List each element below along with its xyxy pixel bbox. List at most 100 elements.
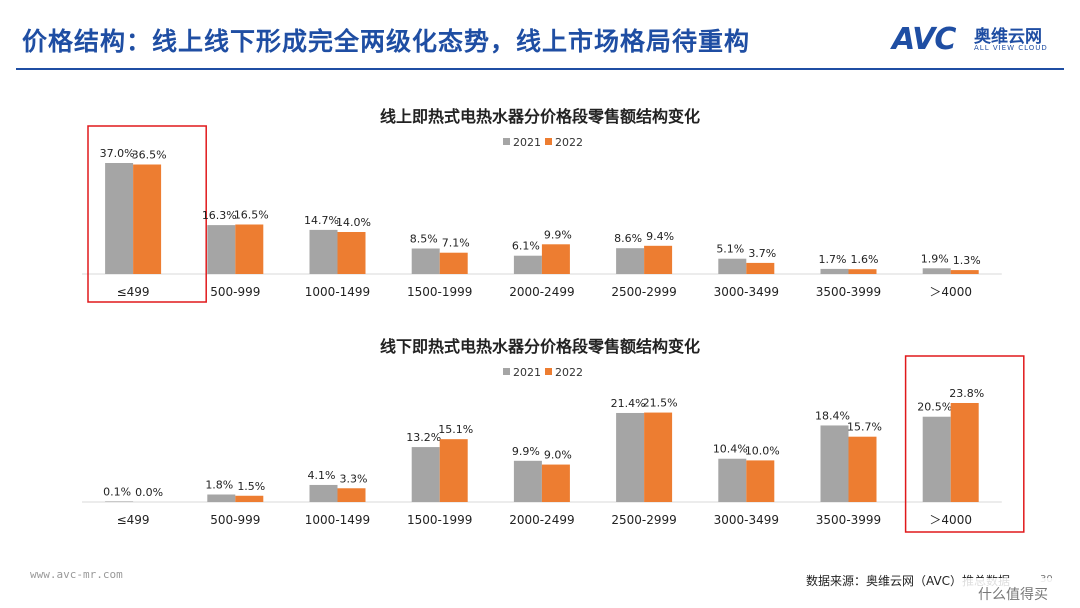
online-data-label-2021-0: 37.0% (100, 147, 135, 160)
online-bar-2021-3 (411, 248, 440, 274)
data-source-note: 数据来源：奥维云网（AVC）推总数据 (806, 574, 1011, 588)
offline-data-label-2021-8: 20.5% (917, 401, 952, 414)
online-bar-2022-7 (848, 269, 877, 274)
online-highlight-box (87, 125, 207, 303)
offline-data-label-2022-7: 15.7% (847, 421, 882, 434)
offline-highlight-box (904, 355, 1025, 533)
offline-bar-2021-6 (718, 458, 747, 502)
online-data-label-2021-7: 1.7% (819, 253, 847, 266)
offline-data-label-2022-6: 10.0% (745, 444, 780, 457)
offline-bar-2021-7 (820, 425, 849, 502)
offline-data-label-2022-0: 0.0% (135, 486, 163, 499)
online-chart-title: 线上即热式电热水器分价格段零售额结构变化 (380, 107, 700, 126)
offline-data-label-2021-0: 0.1% (103, 485, 131, 498)
offline-data-label-2022-1: 1.5% (237, 480, 265, 493)
online-bar-2022-0 (133, 164, 162, 274)
offline-bar-2022-3 (439, 439, 468, 502)
offline-bar-2022-5 (644, 412, 673, 502)
online-category-label-6: 3000-3499 (714, 285, 779, 299)
online-bar-2022-1 (235, 224, 264, 274)
logo-english-name: ALL VIEW CLOUD (974, 44, 1048, 52)
offline-bar-2021-8 (922, 416, 951, 502)
online-category-label-8: ＞4000 (929, 285, 972, 299)
online-category-label-7: 3500-3999 (816, 285, 881, 299)
corner-badge-text: 什么值得买 (978, 587, 1048, 603)
offline-category-label-3: 1500-1999 (407, 513, 472, 527)
offline-bar-2021-0 (105, 501, 134, 502)
online-legend-label-2021: 2021 (513, 136, 541, 149)
offline-bar-2021-3 (411, 447, 440, 502)
offline-bar-2022-6 (746, 460, 775, 502)
title-divider (16, 68, 1064, 70)
avc-logo: AVC 奥维云网 ALL VIEW CLOUD (892, 22, 1062, 58)
offline-data-label-2021-5: 21.4% (611, 397, 646, 410)
offline-data-label-2021-2: 4.1% (308, 469, 336, 482)
offline-data-label-2021-3: 13.2% (406, 431, 441, 444)
offline-category-label-5: 2500-2999 (611, 513, 676, 527)
footer-url: www.avc-mr.com (30, 568, 123, 581)
logo-mark: AVC (892, 22, 956, 57)
online-data-label-2022-6: 3.7% (748, 247, 776, 260)
offline-data-label-2021-1: 1.8% (205, 479, 233, 492)
offline-legend-label-2022: 2022 (555, 366, 583, 379)
online-data-label-2021-5: 8.6% (614, 232, 642, 245)
online-data-label-2022-1: 16.5% (234, 209, 269, 222)
online-bar-2022-6 (746, 262, 775, 274)
online-bar-2021-5 (616, 248, 645, 274)
online-data-label-2021-2: 14.7% (304, 214, 339, 227)
offline-bar-2021-5 (616, 412, 645, 502)
offline-bar-2022-8 (950, 402, 979, 502)
page-title: 价格结构：线上线下形成完全两级化态势，线上市场格局待重构 (22, 27, 751, 56)
online-category-label-1: 500-999 (210, 285, 260, 299)
online-bar-2021-8 (922, 268, 951, 274)
offline-legend-label-2021: 2021 (513, 366, 541, 379)
offline-chart-title: 线下即热式电热水器分价格段零售额结构变化 (380, 337, 700, 356)
online-category-label-3: 1500-1999 (407, 285, 472, 299)
online-data-label-2021-8: 1.9% (921, 252, 949, 265)
offline-category-label-1: 500-999 (210, 513, 260, 527)
online-bar-2022-2 (337, 232, 366, 274)
online-bar-2021-7 (820, 268, 849, 274)
online-bar-2021-1 (207, 225, 236, 274)
offline-category-label-2: 1000-1499 (305, 513, 370, 527)
offline-data-label-2022-4: 9.0% (544, 449, 572, 462)
online-data-label-2021-4: 6.1% (512, 240, 540, 253)
offline-data-label-2022-8: 23.8% (949, 387, 984, 400)
online-data-label-2021-6: 5.1% (716, 243, 744, 256)
online-bar-2021-4 (513, 255, 542, 274)
offline-bar-2021-4 (513, 460, 542, 502)
online-bar-2021-0 (105, 163, 134, 274)
offline-data-label-2022-3: 15.1% (438, 423, 473, 436)
online-category-label-0: ≤499 (117, 285, 150, 299)
offline-data-label-2021-7: 18.4% (815, 409, 850, 422)
online-data-label-2022-0: 36.5% (132, 149, 167, 162)
online-bar-2021-6 (718, 258, 747, 274)
online-category-label-4: 2000-2499 (509, 285, 574, 299)
offline-legend-swatch-2021 (503, 368, 510, 375)
offline-bar-2022-1 (235, 495, 264, 502)
online-legend-label-2022: 2022 (555, 136, 583, 149)
offline-bar-2022-7 (848, 436, 877, 502)
offline-bar-2022-2 (337, 488, 366, 502)
online-data-label-2022-7: 1.6% (851, 253, 879, 266)
offline-data-label-2022-5: 21.5% (643, 397, 678, 410)
online-bar-2022-8 (950, 270, 979, 274)
offline-bar-2022-4 (541, 464, 570, 502)
online-category-label-2: 1000-1499 (305, 285, 370, 299)
online-bar-2021-2 (309, 229, 338, 274)
online-legend-swatch-2022 (545, 138, 552, 145)
online-data-label-2022-5: 9.4% (646, 230, 674, 243)
offline-category-label-4: 2000-2499 (509, 513, 574, 527)
online-data-label-2021-3: 8.5% (410, 233, 438, 246)
offline-bar-2021-2 (309, 484, 338, 502)
offline-bar-2021-1 (207, 494, 236, 502)
online-data-label-2022-4: 9.9% (544, 228, 572, 241)
online-bar-2022-4 (541, 244, 570, 274)
online-data-label-2022-8: 1.3% (953, 254, 981, 267)
online-data-label-2022-2: 14.0% (336, 216, 371, 229)
online-data-label-2021-1: 16.3% (202, 209, 237, 222)
online-data-label-2022-3: 7.1% (442, 237, 470, 250)
online-legend-swatch-2021 (503, 138, 510, 145)
online-bar-2022-5 (644, 245, 673, 274)
